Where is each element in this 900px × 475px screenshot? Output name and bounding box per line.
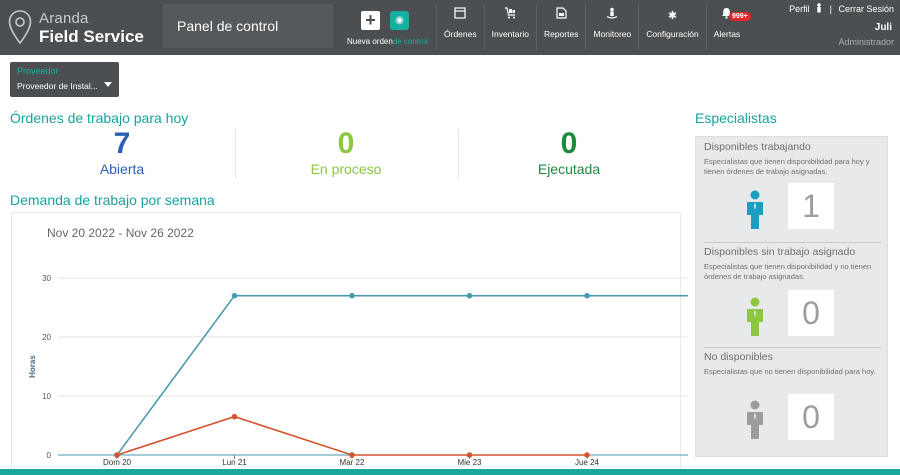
weekly-demand-title: Demanda de trabajo por semana (10, 192, 215, 208)
spec-working-count[interactable]: 1 (788, 183, 834, 229)
user-role: Administrador (838, 37, 894, 47)
chart-card (11, 212, 681, 472)
main-nav: Órdenes Inventario Reportes Monitoreo ✱ … (436, 4, 747, 50)
kpi-in-progress[interactable]: 0 En proceso (234, 129, 458, 179)
spec-unavailable: No disponibles Especialistas que no tien… (704, 351, 881, 377)
provider-value: Proveedor de Instal... (17, 81, 98, 91)
caret-down-icon (104, 82, 112, 87)
series-line (116, 294, 688, 456)
kpi-executed[interactable]: 0 Ejecutada (457, 129, 681, 179)
monitoring-icon (593, 4, 631, 28)
reports-icon (544, 4, 579, 28)
plus-icon: + (361, 11, 380, 30)
top-bar: Aranda Field Service Panel de control + … (0, 0, 900, 55)
data-point (584, 452, 590, 458)
kpi-in-progress-label: En proceso (310, 161, 382, 177)
spec-divider (704, 347, 881, 348)
nav-reports[interactable]: Reportes (535, 4, 586, 50)
product-name: Field Service (39, 27, 144, 46)
bottom-band (0, 469, 900, 475)
person-unavailable-icon (747, 400, 763, 439)
data-point (349, 292, 355, 299)
dashboard-label: de control (392, 37, 428, 46)
y-tick-label: 30 (42, 274, 51, 283)
spec-divider (704, 242, 881, 243)
data-point (231, 292, 238, 299)
spec-idle-desc: Especialistas que tienen disponibilidad … (704, 262, 872, 281)
y-axis-label: Horas (28, 355, 37, 378)
link-separator: | (829, 4, 832, 14)
data-point (231, 413, 238, 420)
y-tick-label: 20 (42, 333, 51, 342)
brand-name: Aranda (39, 10, 89, 27)
kpi-executed-label: Ejecutada (537, 161, 601, 177)
user-links: Perfil | Cerrar Sesión (789, 3, 894, 14)
page-title: Panel de control (163, 4, 333, 48)
kpi-executed-value: 0 (560, 127, 578, 160)
specialists-title: Especialistas (695, 110, 777, 126)
x-tick-label: Dom 20 (103, 458, 132, 467)
kpi-open[interactable]: 7 Abierta (10, 129, 234, 179)
new-order-label: Nueva orden (347, 37, 393, 46)
spec-working-title: Disponibles trabajando (704, 141, 811, 153)
user-icon (817, 3, 821, 13)
nav-orders[interactable]: Órdenes (436, 4, 484, 50)
new-order-button[interactable]: + ◉ Nueva ordende control (347, 10, 437, 52)
kpi-divider (458, 129, 459, 179)
orders-today-title: Órdenes de trabajo para hoy (10, 110, 189, 126)
y-tick-label: 0 (47, 451, 52, 460)
spec-idle-count[interactable]: 0 (788, 290, 834, 336)
dashboard-icon: ◉ (390, 11, 409, 30)
person-idle-icon (747, 297, 763, 336)
spec-idle: Disponibles sin trabajo asignado Especia… (704, 246, 881, 282)
y-tick-label: 10 (42, 392, 51, 401)
x-tick-label: Mie 23 (457, 458, 482, 467)
spec-unavailable-title: No disponibles (704, 351, 773, 363)
series-line (116, 415, 587, 456)
nav-monitoring[interactable]: Monitoreo (585, 4, 638, 50)
profile-link[interactable]: Perfil (789, 4, 810, 14)
gear-icon: ✱ (667, 10, 678, 22)
spec-working-desc: Especialistas que tienen disponibilidad … (704, 157, 870, 176)
data-point (466, 292, 473, 299)
provider-label: Proveedor (17, 66, 59, 76)
data-point (584, 292, 590, 299)
x-tick-label: Mar 22 (340, 458, 365, 467)
app-logo[interactable]: Aranda Field Service (8, 7, 168, 47)
chart-date-range: Nov 20 2022 - Nov 26 2022 (47, 226, 194, 240)
spec-working: Disponibles trabajando Especialistas que… (704, 141, 881, 177)
logout-link[interactable]: Cerrar Sesión (838, 4, 894, 14)
data-point (466, 452, 473, 458)
kpi-open-value: 7 (113, 127, 131, 160)
specialists-panel: Disponibles trabajando Especialistas que… (695, 136, 888, 457)
spec-unavailable-desc: Especialistas que no tienen disponibilid… (704, 367, 876, 376)
x-tick-label: Jue 24 (575, 458, 600, 467)
nav-settings[interactable]: ✱ Configuración (638, 4, 705, 50)
data-point (349, 452, 355, 458)
data-point (114, 452, 120, 458)
user-name: Juli (874, 22, 892, 33)
nav-inventory[interactable]: Inventario (483, 4, 536, 50)
x-tick-label: Lun 21 (222, 458, 247, 467)
location-pin-icon (8, 10, 32, 44)
orders-icon (444, 4, 477, 28)
person-working-icon (747, 190, 763, 229)
spec-idle-title: Disponibles sin trabajo asignado (704, 246, 856, 258)
provider-select[interactable]: Proveedor Proveedor de Instal... (10, 62, 119, 97)
alerts-count-badge: 999+ (729, 12, 751, 21)
kpi-divider (235, 129, 236, 179)
kpi-in-progress-value: 0 (337, 127, 355, 160)
inventory-icon (492, 4, 529, 28)
spec-unavailable-count[interactable]: 0 (788, 394, 834, 440)
kpi-open-label: Abierta (99, 161, 145, 177)
